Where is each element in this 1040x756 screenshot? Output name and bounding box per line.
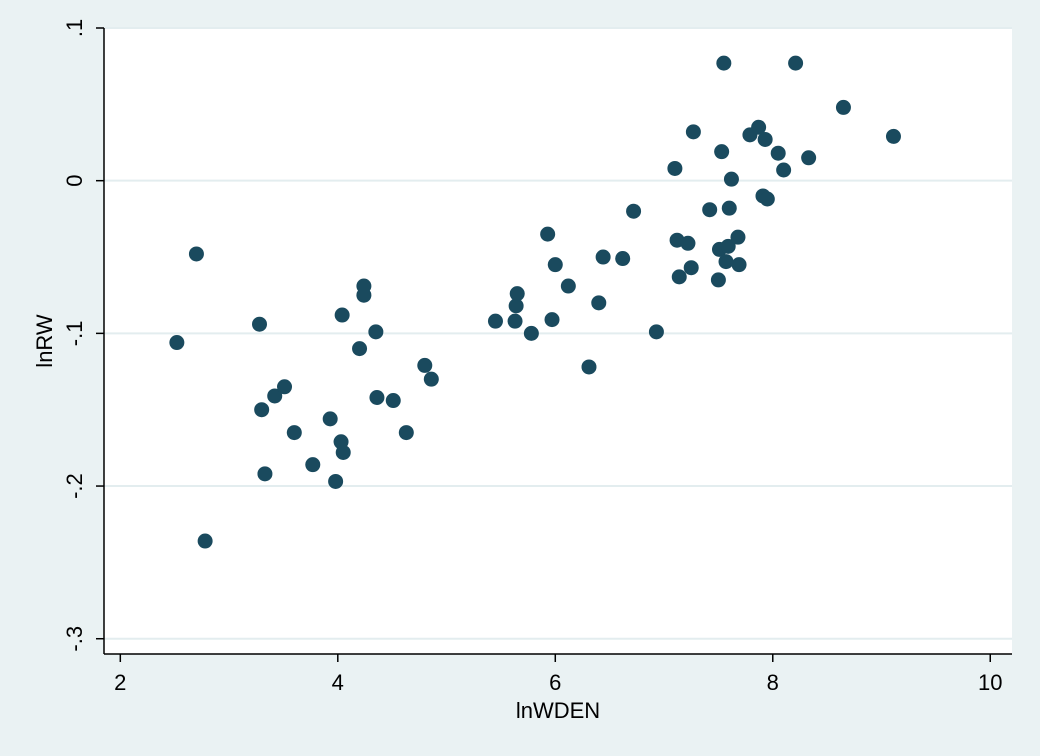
data-point [368, 324, 384, 340]
x-tick-label: 2 [114, 670, 126, 695]
y-tick-label: -.1 [62, 321, 87, 347]
data-point [328, 473, 344, 489]
data-point [770, 145, 786, 161]
data-point [751, 119, 767, 135]
data-point [702, 202, 718, 218]
x-tick-label: 8 [767, 670, 779, 695]
data-point [523, 325, 539, 341]
y-axis-title: lnRW [32, 314, 57, 368]
y-tick-label: -.3 [62, 626, 87, 652]
data-point [487, 313, 503, 329]
data-point [277, 379, 293, 395]
x-tick-label: 4 [332, 670, 344, 695]
data-point [714, 144, 730, 160]
data-point [671, 269, 687, 285]
data-point [197, 533, 213, 549]
data-point [254, 402, 270, 418]
data-point [723, 171, 739, 187]
data-point [417, 357, 433, 373]
data-point [591, 295, 607, 311]
data-point [648, 324, 664, 340]
data-point [267, 388, 283, 404]
data-point [788, 55, 804, 71]
data-point [509, 286, 525, 302]
data-point [286, 425, 302, 441]
data-points [169, 55, 901, 549]
data-point [252, 316, 268, 332]
data-point [385, 393, 401, 409]
data-point [188, 246, 204, 262]
data-point [716, 55, 732, 71]
data-point [544, 312, 560, 328]
data-point [169, 335, 185, 351]
data-point [801, 150, 817, 166]
data-point [720, 238, 736, 254]
data-point [731, 257, 747, 273]
x-axis-title: lnWDEN [516, 698, 600, 723]
data-point [685, 124, 701, 140]
data-point [335, 444, 351, 460]
data-point [423, 371, 439, 387]
data-point [305, 457, 321, 473]
data-point [508, 298, 524, 314]
gridlines [104, 27, 1012, 640]
axes [103, 28, 1012, 655]
data-point [356, 278, 372, 294]
x-tick-label: 10 [978, 670, 1002, 695]
y-tick-label: -.2 [62, 473, 87, 499]
data-point [560, 278, 576, 294]
plot-area [104, 28, 1012, 654]
y-axis-ticks: -.3 -.2 -.1 0 .1 [62, 19, 104, 652]
data-point [759, 191, 775, 207]
data-point [581, 359, 597, 375]
data-point [352, 341, 368, 357]
data-point [757, 131, 773, 147]
data-point [683, 260, 699, 276]
data-point [667, 160, 683, 176]
data-point [257, 466, 273, 482]
data-point [547, 257, 563, 273]
data-point [718, 254, 734, 270]
data-point [776, 162, 792, 178]
data-point [369, 389, 385, 405]
data-point [507, 313, 523, 329]
data-point [721, 200, 737, 216]
data-point [835, 99, 851, 115]
data-point [595, 249, 611, 265]
data-point [398, 425, 414, 441]
x-axis-ticks: 2 4 6 8 10 [114, 654, 1002, 695]
data-point [885, 128, 901, 144]
x-tick-label: 6 [549, 670, 561, 695]
data-point [322, 411, 338, 427]
data-point [626, 203, 642, 219]
data-point [710, 272, 726, 288]
data-point [540, 226, 556, 242]
data-point [334, 307, 350, 323]
data-point [680, 235, 696, 251]
y-tick-label: 0 [62, 175, 87, 187]
data-point [615, 251, 631, 267]
data-point [730, 229, 746, 245]
y-tick-label: .1 [62, 19, 87, 37]
